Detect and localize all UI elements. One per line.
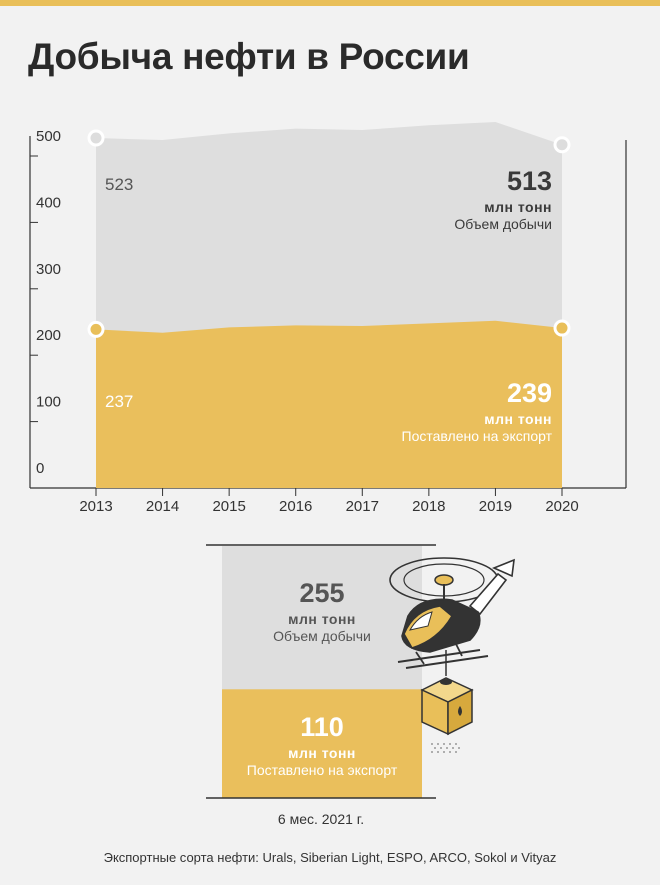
export-start-label: 237 (105, 392, 134, 411)
export-end-annotation: 239 млн тонн Поставлено на экспорт (402, 378, 552, 444)
y-tick-label: 100 (36, 394, 61, 411)
export-point-marker (553, 319, 571, 337)
bar-export-segment (222, 689, 422, 798)
y-tick-label: 300 (36, 261, 61, 278)
bar-production-annotation: 255 млн тонн Объем добычи (222, 578, 422, 644)
bar-production-value: 255 (299, 578, 345, 608)
export-end-label: Поставлено на экспорт (401, 428, 552, 444)
production-point-marker (553, 136, 571, 154)
bar-export-unit: млн тонн (288, 745, 356, 761)
x-tick-label: 2018 (412, 498, 445, 515)
bar-export-value: 110 (300, 712, 344, 742)
bar-category-label: 6 мес. 2021 г. (277, 811, 365, 827)
x-tick-label: 2015 (212, 498, 245, 515)
production-start-label: 523 (105, 175, 134, 194)
production-point-marker (87, 129, 105, 147)
y-tick-label: 0 (36, 460, 44, 477)
x-tick-label: 2016 (279, 498, 312, 515)
export-end-value: 239 (506, 378, 552, 408)
x-tick-label: 2017 (346, 498, 379, 515)
x-tick-label: 2020 (545, 498, 578, 515)
bar-production-label: Объем добычи (273, 628, 371, 644)
bar-production-unit: млн тонн (288, 611, 356, 627)
export-area (96, 320, 562, 488)
bar-export-annotation: 110 млн тонн Поставлено на экспорт (222, 712, 422, 778)
x-tick-label: 2019 (479, 498, 512, 515)
export-point-marker (87, 320, 105, 338)
x-tick-label: 2013 (79, 498, 112, 515)
export-end-unit: млн тонн (484, 411, 552, 427)
area-chart: 0 100 200 300 400 500 2013 2014 2015 2016 2017 2018… (29, 121, 627, 515)
page-title: Добыча нефти в России (28, 36, 470, 77)
footnote: Экспортные сорта нефти: Urals, Siberian … (103, 850, 557, 865)
x-tick-label: 2014 (146, 498, 179, 515)
production-end-value: 513 (506, 166, 552, 196)
y-tick-label: 400 (36, 194, 61, 211)
production-end-annotation: 513 млн тонн Объем добычи (454, 166, 552, 232)
production-end-unit: млн тонн (484, 199, 552, 215)
top-accent-bar (0, 0, 660, 6)
bar-export-label: Поставлено на экспорт (246, 762, 398, 778)
y-tick-label: 200 (36, 327, 61, 344)
y-tick-label: 500 (36, 128, 61, 145)
production-end-label: Объем добычи (454, 216, 552, 232)
